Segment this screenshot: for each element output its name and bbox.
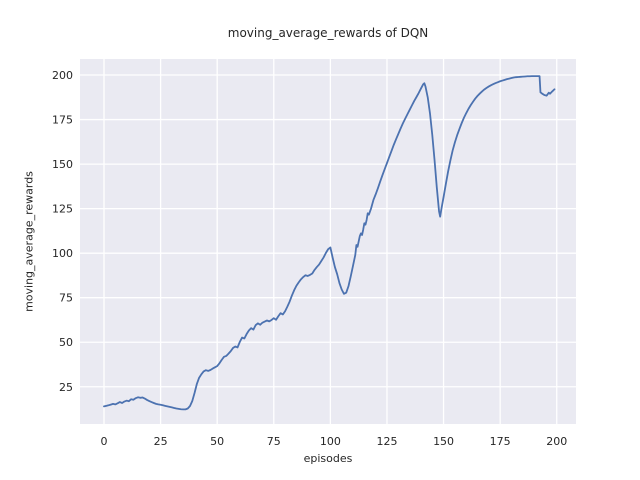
x-tick-label: 75 bbox=[267, 435, 281, 448]
x-tick-label: 100 bbox=[320, 435, 341, 448]
y-tick-label: 125 bbox=[52, 203, 73, 216]
y-tick-label: 75 bbox=[59, 292, 73, 305]
x-tick-label: 25 bbox=[154, 435, 168, 448]
x-tick-label: 0 bbox=[100, 435, 107, 448]
x-tick-label: 50 bbox=[210, 435, 224, 448]
y-tick-label: 150 bbox=[52, 158, 73, 171]
x-tick-label: 200 bbox=[546, 435, 567, 448]
y-tick-label: 175 bbox=[52, 114, 73, 127]
chart-title: moving_average_rewards of DQN bbox=[227, 26, 429, 40]
plot-area bbox=[80, 59, 576, 424]
y-tick-label: 25 bbox=[59, 381, 73, 394]
x-tick-label: 150 bbox=[433, 435, 454, 448]
y-tick-label: 200 bbox=[52, 69, 73, 82]
data-line bbox=[103, 75, 556, 411]
y-tick-label: 100 bbox=[52, 247, 73, 260]
y-axis-label: moving_average_rewards bbox=[22, 171, 36, 312]
x-axis-label: episodes bbox=[303, 452, 353, 465]
x-tick-label: 175 bbox=[490, 435, 511, 448]
y-tick-label: 50 bbox=[59, 336, 73, 349]
x-tick-label: 125 bbox=[376, 435, 397, 448]
